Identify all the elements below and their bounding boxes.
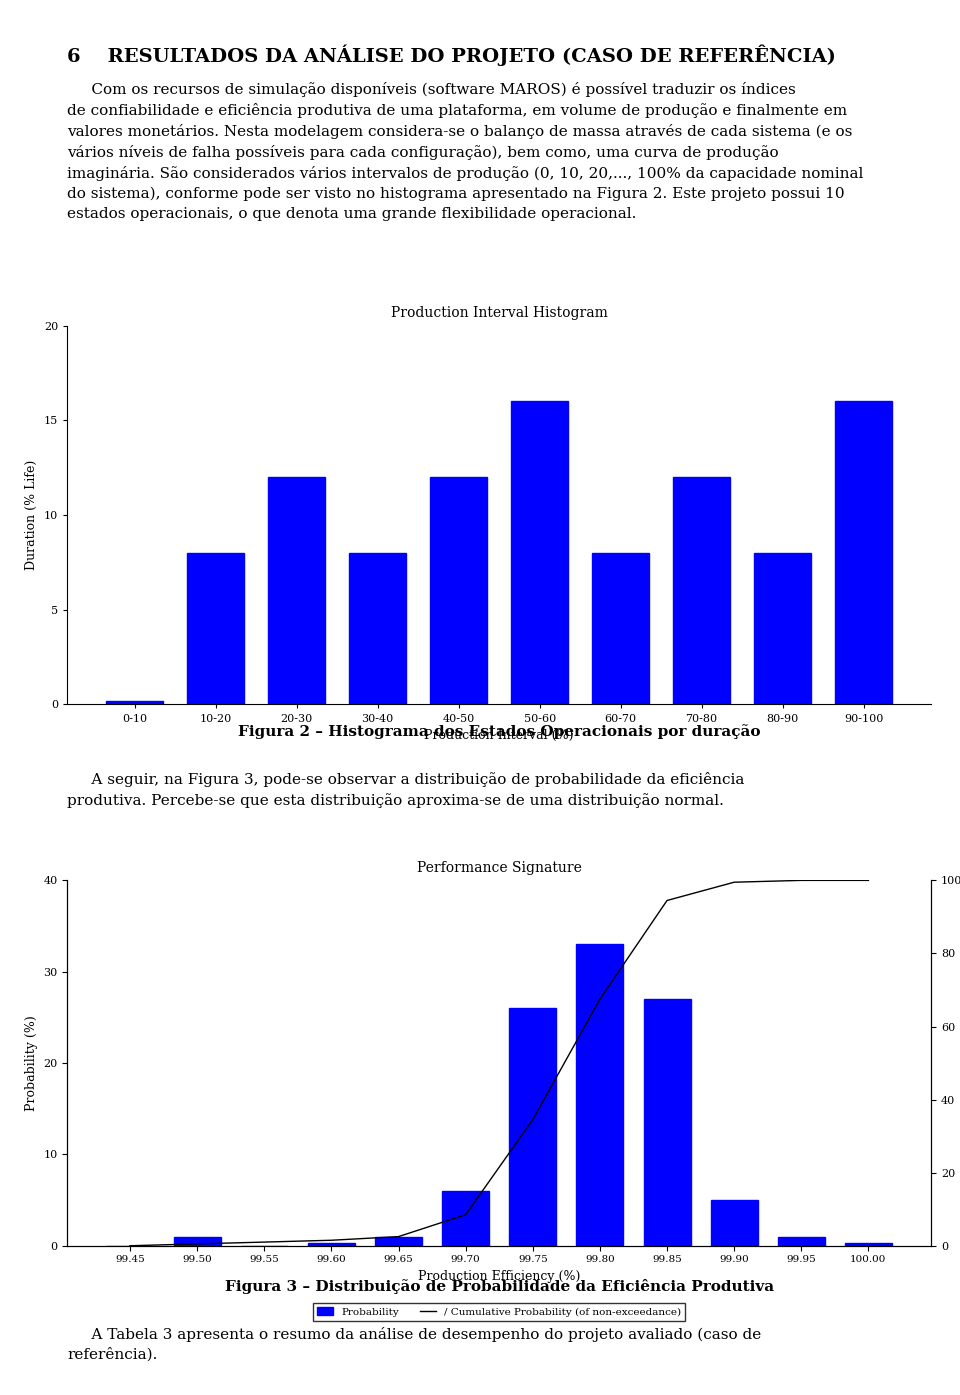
Bar — [835, 402, 892, 704]
Y-axis label: Probability (%): Probability (%) — [25, 1016, 37, 1110]
Bar — [107, 700, 163, 704]
Bar — [430, 477, 487, 704]
Bar — [778, 1236, 825, 1246]
Bar — [443, 1191, 490, 1246]
Bar — [308, 1243, 355, 1246]
Bar — [174, 1236, 221, 1246]
Bar — [349, 552, 406, 704]
Bar — [845, 1243, 892, 1246]
Title: Production Interval Histogram: Production Interval Histogram — [391, 307, 608, 321]
Bar — [187, 552, 244, 704]
Title: Performance Signature: Performance Signature — [417, 861, 582, 875]
Bar — [512, 402, 568, 704]
Text: Figura 3 – Distribuição de Probabilidade da Eficiência Produtiva: Figura 3 – Distribuição de Probabilidade… — [225, 1279, 774, 1293]
X-axis label: Production Interval (%): Production Interval (%) — [424, 730, 574, 742]
Bar — [592, 552, 649, 704]
Text: Figura 2 – Histograma dos Estados Operacionais por duração: Figura 2 – Histograma dos Estados Operac… — [238, 724, 760, 739]
Bar — [755, 552, 811, 704]
Bar — [710, 1200, 757, 1246]
Text: A seguir, na Figura 3, pode-se observar a distribuição de probabilidade da efici: A seguir, na Figura 3, pode-se observar … — [67, 771, 745, 808]
Bar — [576, 944, 623, 1246]
Text: A Tabela 3 apresenta o resumo da análise de desempenho do projeto avaliado (caso: A Tabela 3 apresenta o resumo da análise… — [67, 1327, 761, 1362]
Bar — [643, 999, 690, 1246]
Text: 6    RESULTADOS DA ANÁLISE DO PROJETO (CASO DE REFERÊNCIA): 6 RESULTADOS DA ANÁLISE DO PROJETO (CASO… — [67, 45, 836, 66]
Legend: Probability, / Cumulative Probability (of non-exceedance): Probability, / Cumulative Probability (o… — [313, 1303, 685, 1321]
X-axis label: Production Efficiency (%): Production Efficiency (%) — [418, 1269, 581, 1283]
Bar — [269, 477, 325, 704]
Y-axis label: Duration (% Life): Duration (% Life) — [25, 460, 38, 571]
Bar — [509, 1009, 556, 1246]
Bar — [673, 477, 730, 704]
Bar — [375, 1236, 422, 1246]
Text: Com os recursos de simulação disponíveis (software MAROS) é possível traduzir os: Com os recursos de simulação disponíveis… — [67, 82, 864, 220]
